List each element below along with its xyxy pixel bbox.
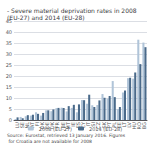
svg-text:40: 40 <box>6 29 12 35</box>
svg-text:15: 15 <box>6 84 12 90</box>
svg-text:LT: LT <box>121 122 127 128</box>
svg-text:for Croatia are not available: for Croatia are not available for 2008 <box>7 139 92 144</box>
svg-text:30: 30 <box>6 51 12 57</box>
svg-text:HU: HU <box>131 122 138 130</box>
svg-text:SE: SE <box>18 122 25 129</box>
svg-text:ES: ES <box>74 122 81 129</box>
svg-text:10: 10 <box>6 95 12 101</box>
svg-text:0: 0 <box>9 117 12 123</box>
svg-text:(EU-27) and 2014 (EU-28): (EU-27) and 2014 (EU-28) <box>7 14 85 21</box>
svg-text:Source: Eurostat, retrieved 13: Source: Eurostat, retrieved 13 January 2… <box>7 133 126 138</box>
svg-text:NL: NL <box>23 122 30 129</box>
svg-text:FI: FI <box>34 122 40 127</box>
svg-text:25: 25 <box>6 62 12 68</box>
svg-text:45: 45 <box>5 18 12 24</box>
svg-text:5: 5 <box>9 106 12 112</box>
svg-text:20: 20 <box>6 73 12 79</box>
svg-text:- Severe material deprivation: - Severe material deprivation rates in 2… <box>7 7 139 14</box>
svg-text:35: 35 <box>6 40 12 46</box>
svg-text:2014 (EU-28): 2014 (EU-28) <box>89 126 122 132</box>
svg-text:RO: RO <box>136 122 143 130</box>
svg-text:BG: BG <box>141 122 147 129</box>
svg-text:IT: IT <box>85 122 92 127</box>
svg-text:2008 (EU-27): 2008 (EU-27) <box>39 126 72 132</box>
svg-text:LV: LV <box>126 122 133 128</box>
svg-text:LU: LU <box>13 122 20 129</box>
